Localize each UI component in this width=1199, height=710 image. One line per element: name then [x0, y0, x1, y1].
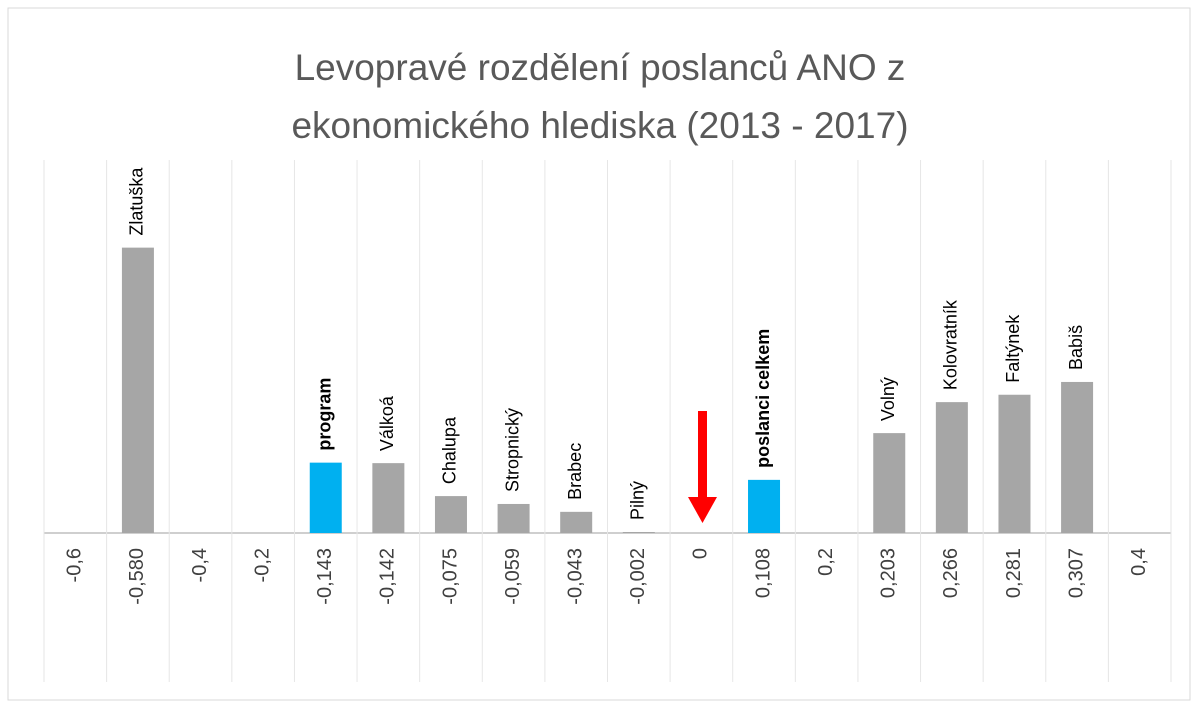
x-tick-label: 0,4: [1128, 548, 1150, 576]
bar: [935, 402, 968, 533]
bar-label: Zlatuška: [127, 167, 147, 236]
chart-title: Levopravé rozdělení poslanců ANO z: [295, 47, 906, 88]
bar-label: Babiš: [1066, 325, 1086, 370]
bar-label: program: [315, 378, 335, 451]
x-tick-label: 0: [690, 548, 712, 559]
x-tick-label: -0,043: [564, 548, 586, 605]
bar: [309, 462, 342, 533]
bar-label: Kolovratník: [941, 299, 961, 390]
x-tick-label: 0,2: [815, 548, 837, 576]
bar: [622, 532, 655, 533]
x-tick-label: -0,580: [126, 548, 148, 605]
bar-label: Chalupa: [440, 416, 460, 484]
arrow-shaft: [698, 411, 707, 499]
bar: [748, 479, 781, 533]
x-tick-label: 0,203: [878, 548, 900, 598]
bar-label: Stropnický: [502, 408, 522, 492]
bar-label: Brabec: [565, 443, 585, 500]
bar: [873, 433, 906, 533]
bar-label: Válkoá: [377, 395, 397, 451]
bar: [121, 247, 154, 533]
chart-frame: [7, 7, 1191, 701]
chart-title: ekonomického hlediska (2013 - 2017): [291, 105, 908, 146]
bar: [998, 394, 1031, 533]
x-tick-label: -0,002: [627, 548, 649, 605]
arrow: [688, 411, 717, 523]
bar: [372, 463, 405, 533]
x-tick-label: -0,4: [189, 548, 211, 582]
x-tick-label: -0,6: [64, 548, 86, 582]
x-tick-label: -0,143: [314, 548, 336, 605]
bar-label: Volný: [878, 377, 898, 421]
bar-label: Pilný: [628, 481, 648, 520]
bar: [434, 496, 467, 533]
x-tick-label: -0,075: [439, 548, 461, 605]
x-tick-label: 0,281: [1003, 548, 1025, 598]
x-tick-label: 0,266: [940, 548, 962, 598]
bar-label: poslanci celkem: [753, 329, 773, 468]
x-tick-label: 0,307: [1065, 548, 1087, 598]
x-tick-label: 0,108: [752, 548, 774, 598]
x-tick-label: -0,142: [377, 548, 399, 605]
bar: [1061, 381, 1094, 533]
arrow-head: [688, 497, 717, 523]
bar: [497, 503, 530, 533]
bar: [560, 511, 593, 533]
x-tick-label: -0,059: [502, 548, 524, 605]
bar-label: Faltýnek: [1003, 314, 1023, 383]
x-tick-label: -0,2: [251, 548, 273, 582]
